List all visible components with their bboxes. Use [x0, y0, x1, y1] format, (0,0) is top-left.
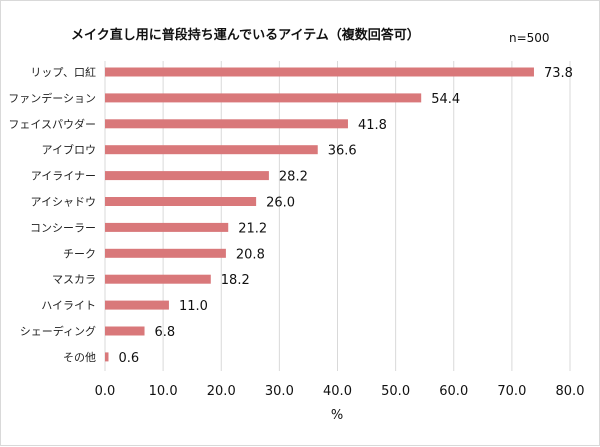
x-tick-label: 30.0 [265, 384, 294, 399]
x-tick-label: 40.0 [323, 384, 352, 399]
category-label: その他 [63, 351, 96, 364]
data-label: 20.8 [236, 247, 265, 262]
category-label: フェイスパウダー [8, 117, 96, 131]
category-label: ハイライト [41, 299, 96, 312]
data-label: 54.4 [431, 92, 460, 107]
bar [105, 352, 109, 362]
category-label: チーク [63, 247, 96, 260]
bar [105, 248, 226, 258]
category-label: シェーディング [20, 324, 96, 338]
x-tick-label: 50.0 [381, 384, 410, 399]
bar [105, 274, 211, 284]
data-label: 28.2 [279, 170, 308, 185]
bar [105, 93, 422, 103]
category-label: アイシャドウ [31, 196, 96, 209]
data-label: 41.8 [358, 118, 387, 133]
category-label: アイブロウ [42, 143, 96, 157]
x-tick-label: 20.0 [207, 384, 236, 399]
bar [105, 197, 257, 206]
data-label: 26.0 [266, 196, 295, 211]
bar [105, 300, 169, 310]
category-label: アイライナー [31, 170, 96, 183]
x-tick-label: 10.0 [149, 384, 178, 399]
category-label: マスカラ [52, 273, 96, 286]
bar [105, 171, 269, 181]
data-label: 6.8 [155, 325, 176, 340]
bar [105, 326, 145, 336]
x-tick-label: 60.0 [439, 384, 468, 399]
data-label: 36.6 [328, 144, 357, 159]
data-label: 0.6 [118, 351, 139, 366]
data-label: 11.0 [179, 299, 208, 314]
bar [105, 222, 229, 232]
sample-size: n=500 [509, 31, 550, 45]
bar [105, 119, 348, 129]
x-tick-label: 80.0 [556, 384, 585, 399]
category-label: ファンデーション [8, 91, 96, 105]
data-label: 21.2 [238, 221, 267, 236]
data-label: 73.8 [544, 66, 573, 81]
bar [105, 145, 318, 155]
x-tick-label: 0.0 [95, 384, 116, 399]
data-label: 18.2 [221, 273, 250, 288]
category-label: コンシーラー [30, 221, 96, 234]
x-tick-label: 70.0 [497, 384, 526, 399]
chart-title: メイク直し用に普段持ち運んでいるアイテム（複数回答可） [71, 27, 420, 43]
category-label: リップ、口紅 [30, 66, 96, 79]
bar [105, 67, 534, 77]
x-axis-label: % [331, 408, 343, 423]
